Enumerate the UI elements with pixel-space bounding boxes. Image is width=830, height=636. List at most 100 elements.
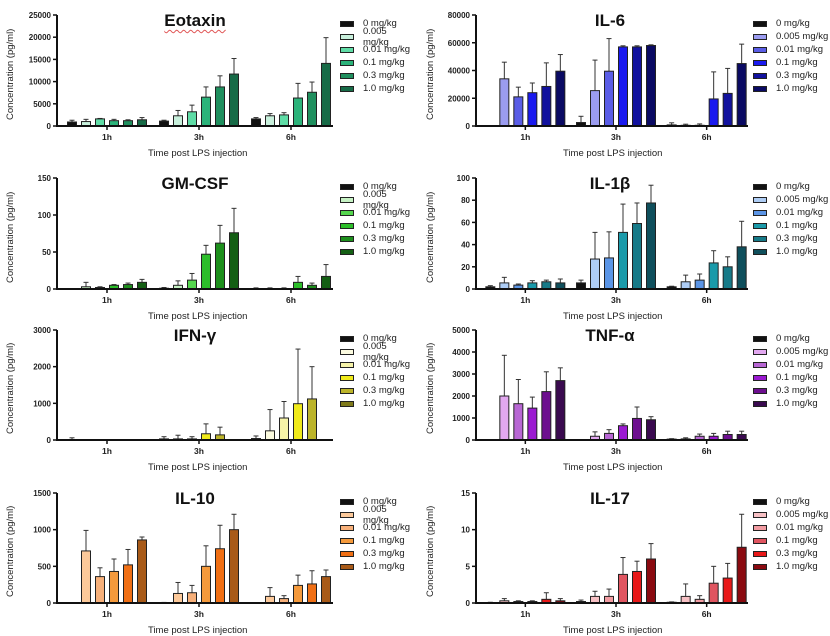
bar-6h-1.0mgkg — [322, 276, 331, 289]
legend-swatch — [340, 401, 354, 407]
legend-swatch — [753, 401, 767, 407]
bar-6h-0.3mgkg — [723, 93, 732, 126]
legend-swatch — [340, 336, 354, 342]
y-tick-label: 80000 — [448, 11, 471, 20]
bar-1h-0.3mgkg — [542, 86, 551, 126]
bar-3h-0.005mgkg — [174, 593, 183, 603]
legend-item: 0.005 mg/kg — [753, 30, 828, 43]
legend-swatch — [340, 86, 354, 92]
y-axis-label: Concentration (pg/ml) — [425, 29, 436, 120]
legend-swatch — [753, 375, 767, 381]
legend-swatch — [753, 362, 767, 368]
legend-label: 0.3 mg/kg — [776, 385, 818, 396]
bar-3h-0.005mgkg — [591, 259, 600, 289]
y-tick-label: 15000 — [29, 55, 52, 64]
bar-3h-0.3mgkg — [216, 243, 225, 289]
y-tick-label: 15 — [461, 489, 470, 498]
y-tick-label: 0 — [466, 599, 471, 608]
legend-swatch — [753, 86, 767, 92]
chart-title-wrap: Eotaxin — [115, 11, 275, 31]
legend-swatch — [753, 197, 767, 203]
legend-item: 1.0 mg/kg — [753, 82, 828, 95]
legend-item: 0.3 mg/kg — [753, 69, 828, 82]
bar-3h-0.01mgkg — [605, 258, 614, 289]
y-tick-label: 10000 — [29, 78, 52, 87]
x-tick-label: 1h — [102, 446, 112, 456]
y-tick-label: 0 — [47, 436, 52, 445]
x-tick-label: 3h — [194, 295, 204, 305]
bar-3h-1.0mgkg — [647, 46, 656, 126]
bar-3h-0.3mgkg — [216, 549, 225, 603]
x-axis-label: Time post LPS injection — [563, 625, 662, 636]
legend-item: 0.01 mg/kg — [753, 206, 828, 219]
legend-swatch — [753, 525, 767, 531]
x-tick-label: 6h — [286, 446, 296, 456]
legend-item: 0.005 mg/kg — [340, 345, 415, 358]
legend-swatch — [340, 551, 354, 557]
legend-item: 0.005 mg/kg — [340, 193, 415, 206]
chart-title: IFN-γ — [174, 326, 217, 345]
bar-3h-0.1mgkg — [202, 254, 211, 289]
bar-1h-0.005mgkg — [82, 551, 91, 603]
y-tick-label: 10 — [461, 526, 470, 535]
bar-6h-0.3mgkg — [723, 267, 732, 289]
legend-swatch — [340, 236, 354, 242]
y-axis-label: Concentration (pg/ml) — [5, 192, 16, 283]
legend-item: 1.0 mg/kg — [340, 82, 415, 95]
legend-label: 0.005 mg/kg — [776, 31, 828, 42]
y-tick-label: 1000 — [33, 526, 51, 535]
legend-swatch — [340, 34, 354, 40]
chart-title-wrap: IL-6 — [530, 11, 690, 31]
legend-swatch — [340, 388, 354, 394]
bar-6h-0.005mgkg — [266, 116, 275, 126]
bar-3h-0.005mgkg — [174, 116, 183, 126]
legend-item: 0.1 mg/kg — [753, 534, 828, 547]
bar-6h-1.0mgkg — [737, 547, 746, 603]
legend-label: 0.1 mg/kg — [776, 372, 818, 383]
bar-3h-0.01mgkg — [188, 112, 197, 126]
bar-6h-1.0mgkg — [322, 63, 331, 126]
bar-1h-0.01mgkg — [96, 119, 105, 126]
y-tick-label: 5 — [466, 562, 471, 571]
bar-1h-1.0mgkg — [556, 71, 565, 126]
bar-6h-0.1mgkg — [294, 585, 303, 603]
x-tick-label: 3h — [611, 132, 621, 142]
chart-title: IL-6 — [595, 11, 625, 30]
y-tick-label: 0 — [47, 285, 52, 294]
legend-item: 0.005 mg/kg — [753, 193, 828, 206]
legend-label: 0 mg/kg — [776, 496, 810, 507]
legend-swatch — [753, 249, 767, 255]
x-tick-label: 6h — [286, 295, 296, 305]
legend-swatch — [753, 184, 767, 190]
bar-3h-0.1mgkg — [619, 47, 628, 126]
legend-item: 1.0 mg/kg — [340, 245, 415, 258]
legend-item: 0.01 mg/kg — [340, 43, 415, 56]
legend-label: 0.3 mg/kg — [363, 548, 405, 559]
bar-3h-0.3mgkg — [633, 571, 642, 603]
legend-label: 0.1 mg/kg — [776, 57, 818, 68]
bar-3h-0.1mgkg — [202, 97, 211, 126]
legend-label: 1.0 mg/kg — [363, 561, 405, 572]
legend-label: 0.3 mg/kg — [776, 70, 818, 81]
y-axis-label: Concentration (pg/ml) — [5, 506, 16, 597]
chart-title: TNF-α — [585, 326, 634, 345]
y-tick-label: 80 — [461, 196, 470, 205]
chart-title-wrap: GM-CSF — [115, 174, 275, 194]
bar-3h-0.3mgkg — [216, 87, 225, 126]
y-axis-label: Concentration (pg/ml) — [425, 506, 436, 597]
legend-swatch — [340, 249, 354, 255]
bar-3h-1.0mgkg — [230, 233, 239, 289]
y-tick-label: 60000 — [448, 39, 471, 48]
bar-6h-1.0mgkg — [322, 577, 331, 603]
legend-item: 1.0 mg/kg — [340, 560, 415, 573]
bar-6h-0.3mgkg — [308, 584, 317, 603]
x-axis-label: Time post LPS injection — [563, 462, 662, 473]
y-tick-label: 0 — [47, 599, 52, 608]
